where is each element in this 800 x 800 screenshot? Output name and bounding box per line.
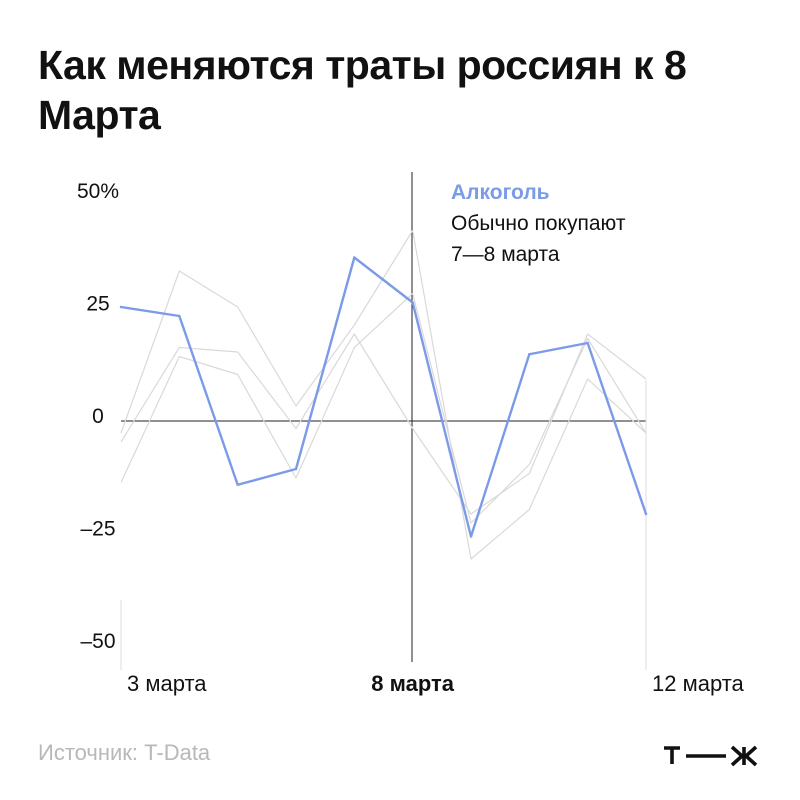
y-tick-label: 50% xyxy=(77,180,119,203)
x-axis-ticks: 3 марта 8 марта 12 марта xyxy=(127,671,745,696)
alcohol-data-point xyxy=(586,341,589,345)
background-series-line xyxy=(120,229,647,560)
y-tick-label: –50 xyxy=(80,630,115,653)
chart-title: Как меняются траты россиян к 8 Марта xyxy=(38,42,687,138)
alcohol-data-point xyxy=(236,483,239,486)
y-tick-label: 25 xyxy=(86,293,109,316)
x-tick-label: 8 марта xyxy=(371,671,454,696)
source-note: Источник: T-Data xyxy=(38,740,211,765)
annotation-line-1: Обычно покупают xyxy=(451,212,626,235)
alcohol-data-point xyxy=(119,305,123,309)
alcohol-data-point xyxy=(178,314,181,318)
alcohol-data-point xyxy=(353,256,356,259)
alcohol-data-point xyxy=(294,467,298,471)
alcohol-data-point xyxy=(644,512,648,516)
annotation-line-2: 7—8 марта xyxy=(451,243,560,266)
series-label: Алкоголь xyxy=(451,181,550,204)
x-tick-label: 3 марта xyxy=(127,671,207,696)
series-annotation: Алкоголь Обычно покупают 7—8 марта xyxy=(451,177,625,270)
y-tick-label: 0 xyxy=(92,405,104,428)
background-series-group xyxy=(120,229,647,560)
alcohol-data-point xyxy=(411,301,414,304)
alcohol-data-point xyxy=(469,535,473,538)
y-axis-ticks: 50% 25 0 –25 –50 xyxy=(77,180,119,653)
y-tick-label: –25 xyxy=(80,518,115,541)
background-series-line xyxy=(120,292,647,524)
background-series-line xyxy=(120,333,647,515)
alcohol-series-line xyxy=(119,256,648,538)
highlight-series-group xyxy=(119,256,648,538)
alcohol-data-point xyxy=(528,353,531,356)
x-tick-label: 12 марта xyxy=(652,671,745,696)
tzh-logo xyxy=(664,745,758,767)
